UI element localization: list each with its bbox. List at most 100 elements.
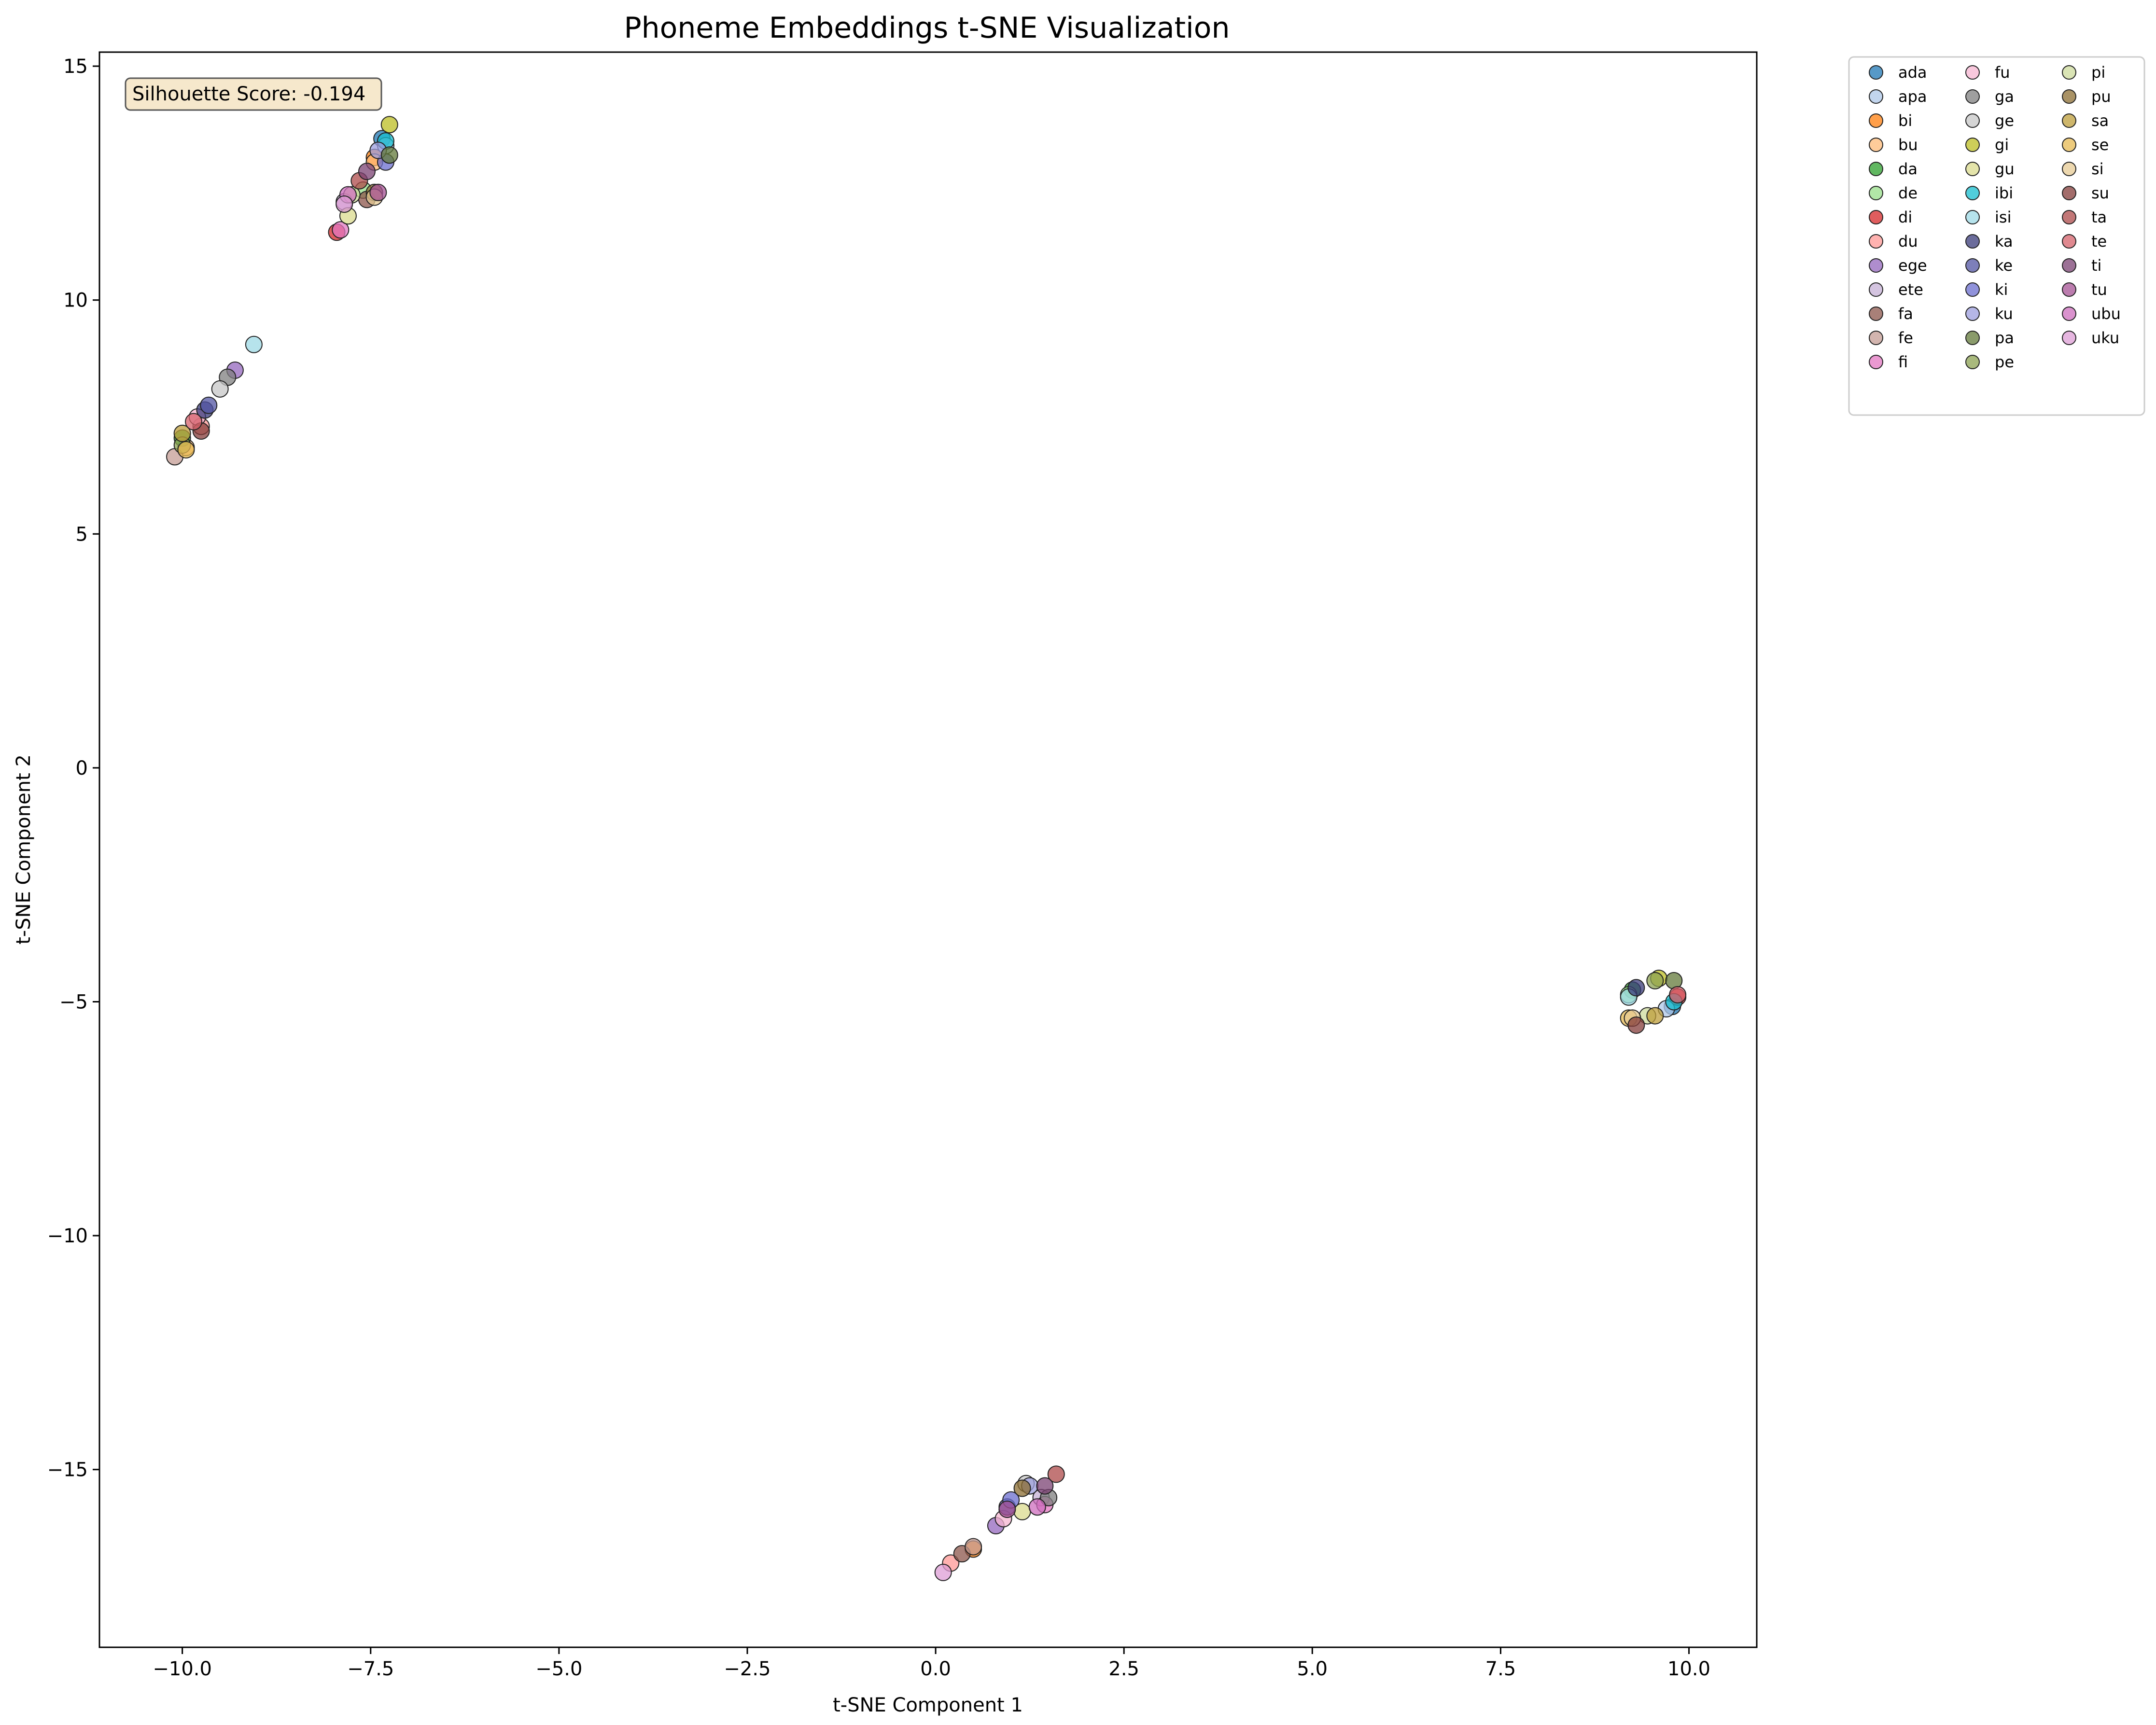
- legend-label-apa: apa: [1898, 87, 1927, 106]
- data-point-su: [1627, 1016, 1645, 1034]
- y-tick-label: −5: [59, 991, 88, 1013]
- legend-label-se: se: [2091, 136, 2109, 154]
- data-point-te: [1669, 986, 1687, 1003]
- legend-marker-bi: [1869, 113, 1883, 128]
- legend-marker-fi: [1869, 355, 1883, 369]
- data-point-fe: [965, 1538, 982, 1556]
- data-point-sa: [173, 424, 191, 442]
- data-point-ge: [211, 380, 229, 398]
- legend-marker-pe: [1965, 355, 1980, 369]
- data-points: [166, 116, 1687, 1581]
- legend-label-pa: pa: [1995, 329, 2014, 347]
- legend-label-pi: pi: [2091, 63, 2105, 82]
- legend-marker-te: [2062, 234, 2076, 249]
- legend-marker-ubu: [2062, 306, 2076, 321]
- legend-label-ke: ke: [1995, 256, 2013, 275]
- x-tick-label: −2.5: [724, 1658, 770, 1680]
- legend-label-ubu: ubu: [2091, 305, 2121, 323]
- legend-label-fu: fu: [1995, 63, 2010, 82]
- legend: ada apa bi bu da de di du ege ete fa fe fi fu ga ge gi gu…: [1848, 56, 2145, 416]
- legend-marker-de: [1869, 186, 1883, 200]
- legend-marker-sa: [2062, 113, 2076, 128]
- data-point-se: [177, 441, 195, 459]
- x-tick-label: 7.5: [1485, 1658, 1516, 1680]
- legend-marker-gu: [1965, 162, 1980, 176]
- legend-marker-ti: [2062, 258, 2076, 273]
- legend-label-de: de: [1898, 184, 1918, 202]
- legend-label-ege: ege: [1898, 256, 1927, 275]
- legend-label-gi: gi: [1995, 136, 2009, 154]
- data-point-fi: [332, 221, 350, 239]
- legend-label-ki: ki: [1995, 280, 2008, 299]
- legend-label-ka: ka: [1995, 232, 2013, 250]
- legend-marker-pu: [2062, 89, 2076, 104]
- legend-marker-du: [1869, 234, 1883, 249]
- legend-label-si: si: [2091, 160, 2104, 178]
- legend-label-ete: ete: [1898, 280, 1923, 299]
- x-tick-label: −7.5: [347, 1658, 394, 1680]
- legend-label-du: du: [1898, 232, 1918, 250]
- data-point-tu: [369, 183, 387, 201]
- legend-label-sa: sa: [2091, 111, 2109, 130]
- legend-label-fa: fa: [1898, 305, 1913, 323]
- x-tick-label: 0.0: [920, 1658, 951, 1680]
- silhouette-score-text: Silhouette Score: -0.194: [132, 83, 365, 105]
- legend-marker-apa: [1869, 89, 1883, 104]
- legend-marker-ibi: [1965, 186, 1980, 200]
- y-tick-label: 10: [63, 290, 88, 312]
- legend-marker-da: [1869, 162, 1883, 176]
- legend-marker-fa: [1869, 306, 1883, 321]
- legend-marker-ke: [1965, 258, 1980, 273]
- legend-marker-ege: [1869, 258, 1883, 273]
- data-point-ta: [1047, 1465, 1065, 1483]
- y-tick-label: 5: [76, 523, 88, 545]
- x-tick-label: 2.5: [1108, 1658, 1139, 1680]
- y-tick-label: 15: [63, 56, 88, 78]
- data-point-pu: [1013, 1479, 1031, 1497]
- data-point-pe: [1646, 972, 1664, 989]
- x-tick-label: 10.0: [1667, 1658, 1710, 1680]
- legend-label-isi: isi: [1995, 208, 2011, 226]
- legend-marker-ge: [1965, 113, 1980, 128]
- legend-label-ge: ge: [1995, 111, 2014, 130]
- x-tick-label: −10.0: [153, 1658, 212, 1680]
- legend-label-bu: bu: [1898, 136, 1918, 154]
- plot-background: [99, 52, 1757, 1647]
- legend-label-su: su: [2091, 184, 2109, 202]
- legend-label-ibi: ibi: [1995, 184, 2013, 202]
- legend-marker-ku: [1965, 306, 1980, 321]
- data-point-sa: [1646, 1007, 1664, 1025]
- data-point-ti: [1036, 1477, 1054, 1495]
- legend-marker-ada: [1869, 65, 1883, 80]
- legend-marker-uku: [2062, 331, 2076, 345]
- data-point-gi: [380, 116, 398, 134]
- legend-marker-isi: [1965, 210, 1980, 224]
- plot-frame: [98, 51, 1758, 1648]
- legend-marker-fe: [1869, 331, 1883, 345]
- data-point-tu: [998, 1501, 1016, 1518]
- legend-marker-ki: [1965, 282, 1980, 297]
- legend-label-pe: pe: [1995, 353, 2014, 371]
- data-point-uku: [934, 1563, 952, 1581]
- legend-marker-gi: [1965, 138, 1980, 152]
- legend-marker-si: [2062, 162, 2076, 176]
- silhouette-score-annotation: Silhouette Score: -0.194: [125, 77, 382, 111]
- legend-label-ga: ga: [1995, 87, 2014, 106]
- data-point-isi: [245, 335, 263, 353]
- data-point-uku: [336, 195, 353, 213]
- legend-label-di: di: [1898, 208, 1912, 226]
- x-tick-label: 5.0: [1297, 1658, 1328, 1680]
- data-point-te: [185, 413, 203, 431]
- legend-label-fi: fi: [1898, 353, 1908, 371]
- legend-label-uku: uku: [2091, 329, 2119, 347]
- data-point-pa: [380, 146, 398, 164]
- y-tick-label: −15: [47, 1459, 88, 1481]
- x-tick-label: −5.0: [535, 1658, 582, 1680]
- legend-marker-ete: [1869, 282, 1883, 297]
- legend-marker-tu: [2062, 282, 2076, 297]
- legend-marker-su: [2062, 186, 2076, 200]
- legend-label-pu: pu: [2091, 87, 2111, 106]
- y-tick-label: 0: [76, 757, 88, 779]
- legend-marker-ta: [2062, 210, 2076, 224]
